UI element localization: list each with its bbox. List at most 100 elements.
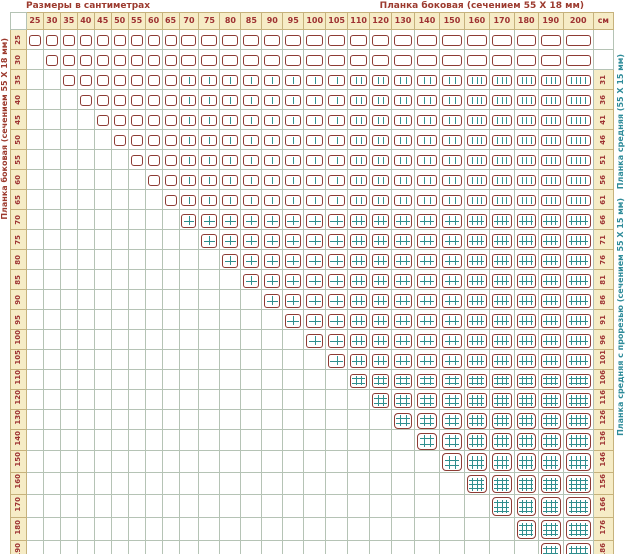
empty-cell	[325, 429, 349, 451]
frame-icon	[285, 115, 302, 126]
size-cell	[219, 249, 242, 270]
empty-cell	[161, 494, 180, 518]
frame-icon	[565, 373, 591, 388]
size-cell	[391, 129, 415, 150]
empty-cell	[219, 429, 242, 451]
frame-icon	[516, 55, 536, 66]
empty-cell	[76, 249, 95, 270]
size-cell	[438, 189, 465, 210]
frame-icon	[79, 75, 92, 86]
empty-cell	[178, 494, 200, 518]
size-cell	[438, 229, 465, 250]
empty-cell	[76, 389, 95, 410]
size-cell	[325, 249, 349, 270]
size-cell	[178, 169, 200, 190]
empty-cell	[25, 149, 44, 170]
frame-icon	[516, 75, 536, 86]
empty-cell	[144, 289, 163, 310]
empty-cell	[347, 389, 371, 410]
frame-icon	[540, 412, 561, 429]
size-cell	[391, 149, 415, 170]
frame-icon	[306, 75, 324, 86]
size-cell	[463, 229, 490, 250]
frame-icon	[243, 35, 260, 46]
column-header: 50	[110, 12, 129, 30]
frame-icon	[328, 115, 346, 126]
empty-cell	[347, 409, 371, 430]
frame-icon	[491, 95, 512, 106]
size-cell	[391, 329, 415, 350]
column-header: 70	[178, 12, 200, 30]
frame-icon	[130, 155, 143, 166]
size-cell	[282, 189, 305, 210]
empty-cell	[161, 309, 180, 330]
empty-cell	[282, 389, 305, 410]
frame-icon	[147, 115, 160, 126]
frame-icon	[181, 55, 197, 66]
empty-cell	[110, 540, 129, 554]
size-cell	[219, 209, 242, 230]
size-cell	[562, 49, 594, 70]
size-cell	[488, 29, 515, 50]
empty-cell	[59, 450, 78, 473]
frame-icon	[328, 213, 346, 228]
empty-cell	[127, 189, 146, 210]
empty-cell	[127, 329, 146, 350]
empty-cell	[59, 169, 78, 190]
frame-icon	[491, 213, 512, 228]
frame-icon	[285, 95, 302, 106]
frame-icon	[328, 135, 346, 146]
frame-icon	[565, 135, 591, 146]
size-cell	[537, 289, 564, 310]
row-label-cell: 120	[10, 389, 27, 410]
column-header: 120	[369, 12, 393, 30]
frame-icon	[222, 175, 239, 186]
frame-icon	[441, 75, 462, 86]
size-cell	[240, 269, 263, 290]
size-cell	[513, 349, 539, 370]
size-cell	[488, 149, 515, 170]
frame-icon	[466, 95, 487, 106]
empty-cell	[369, 409, 393, 430]
empty-cell	[127, 494, 146, 518]
size-cell	[303, 229, 327, 250]
empty-cell	[303, 450, 327, 473]
size-cell	[391, 209, 415, 230]
size-cell	[513, 209, 539, 230]
frame-icon	[441, 155, 462, 166]
size-cell	[413, 369, 440, 390]
empty-cell	[110, 289, 129, 310]
empty-cell	[76, 309, 95, 330]
size-cell	[93, 89, 112, 110]
empty-cell	[76, 494, 95, 518]
size-cell	[110, 129, 129, 150]
empty-cell	[391, 450, 415, 473]
frame-icon	[285, 313, 302, 328]
size-cell	[438, 269, 465, 290]
right-value-cell: 91	[592, 309, 615, 330]
frame-icon	[466, 293, 487, 308]
frame-icon	[394, 35, 412, 46]
size-cell	[178, 109, 200, 130]
size-cell	[463, 149, 490, 170]
size-cell	[537, 450, 564, 473]
size-cell	[413, 49, 440, 70]
size-cell	[282, 89, 305, 110]
frame-icon	[181, 135, 197, 146]
frame-icon	[491, 175, 512, 186]
frame-icon	[516, 497, 536, 516]
size-cell	[240, 249, 263, 270]
size-cell	[438, 249, 465, 270]
size-cell	[93, 109, 112, 130]
row-label-cell: 90	[10, 289, 27, 310]
size-cell	[219, 29, 242, 50]
frame-icon	[113, 35, 126, 46]
empty-cell	[198, 369, 221, 390]
size-cell	[347, 369, 371, 390]
column-header: 65	[161, 12, 180, 30]
empty-cell	[25, 229, 44, 250]
empty-cell	[93, 129, 112, 150]
frame-icon	[565, 233, 591, 248]
empty-cell	[127, 389, 146, 410]
frame-icon	[350, 233, 368, 248]
